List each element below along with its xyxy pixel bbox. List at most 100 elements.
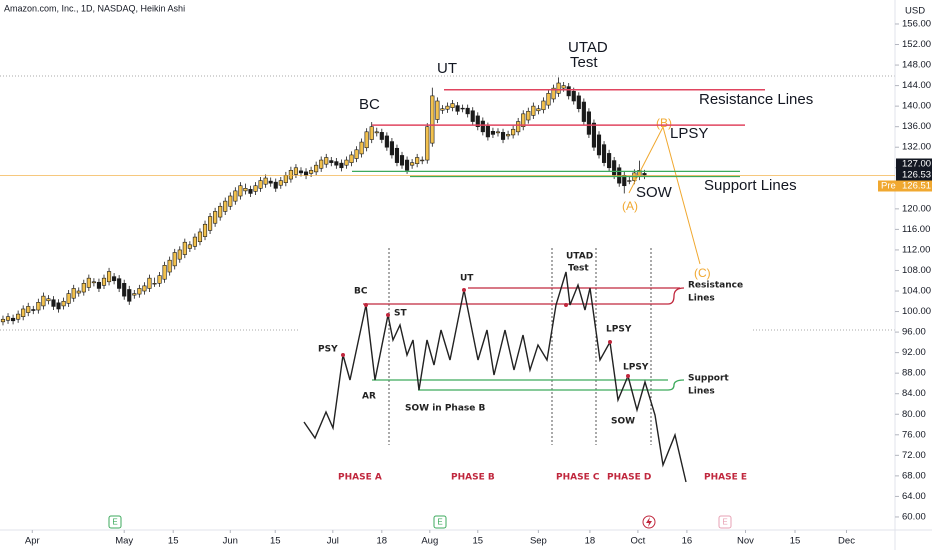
y-tick-label: 96.00	[902, 327, 926, 338]
candle-body	[536, 108, 541, 112]
candle-body	[601, 144, 607, 163]
candle-body	[470, 110, 475, 122]
x-tick-label: Sep	[530, 536, 547, 547]
currency: USD	[905, 6, 925, 17]
price-tag	[896, 169, 932, 181]
y-tick-label: 92.00	[902, 347, 926, 358]
point	[626, 374, 630, 378]
event-icon[interactable]	[433, 515, 447, 529]
candle-body	[404, 159, 410, 171]
candle-body	[465, 107, 470, 115]
candle-body	[399, 155, 405, 166]
label: UT	[460, 274, 474, 284]
candle-body	[430, 95, 435, 144]
candle-body	[303, 171, 309, 176]
y-tick-label: 68.00	[902, 470, 926, 481]
candle-body	[278, 180, 283, 186]
candle-body	[511, 128, 516, 136]
candle-body	[56, 302, 61, 310]
y-tick-label: 100.00	[902, 306, 931, 317]
candle-body	[273, 181, 278, 189]
plot-area	[0, 77, 647, 326]
candle-body	[344, 159, 349, 166]
schematic-path	[303, 271, 687, 483]
candle-body	[455, 105, 460, 112]
y-tick-label: 144.00	[902, 80, 931, 91]
event-icon[interactable]	[108, 515, 122, 529]
candle-body	[576, 95, 581, 110]
brace	[667, 379, 685, 391]
candle-body	[21, 308, 26, 317]
chart-title: Amazon.com, Inc., 1D, NASDAQ, Heikin Ash…	[4, 3, 185, 13]
candle-body	[531, 105, 536, 116]
candle-body	[480, 120, 485, 133]
point	[386, 313, 390, 317]
label: SOW in Phase B	[405, 404, 485, 414]
x-tick-label: 18	[377, 536, 388, 547]
candle-body	[112, 276, 117, 282]
y-tick-label: 136.00	[902, 121, 931, 132]
candle-body	[288, 170, 293, 180]
candle-body	[253, 185, 258, 192]
event-icon[interactable]	[718, 515, 732, 529]
x-tick-label: Apr	[25, 536, 40, 547]
dividend-icon[interactable]	[642, 515, 656, 529]
x-tick-label: Oct	[631, 536, 646, 547]
x-tick-label: 15	[168, 536, 179, 547]
label: Lines	[688, 387, 715, 397]
label: Resistance	[688, 281, 743, 291]
candle-body	[46, 298, 51, 302]
candle-body	[223, 200, 228, 212]
candle-body	[566, 86, 571, 97]
candle-body	[177, 249, 182, 260]
brace	[667, 287, 685, 305]
candle-body	[420, 159, 425, 162]
x-tick-label: Jul	[327, 536, 339, 547]
candle-body	[122, 283, 127, 297]
candle-body	[61, 300, 66, 307]
y-tick-label: 116.00	[902, 224, 930, 235]
candle-body	[132, 293, 137, 296]
wave-label: (A)	[622, 199, 638, 213]
phase-label: PHASE D	[607, 473, 651, 483]
label: LPSY	[606, 325, 632, 335]
candle-body	[591, 122, 597, 148]
annotation: LPSY	[670, 125, 708, 142]
label: BC	[354, 287, 368, 297]
wave-label: (B)	[656, 116, 672, 130]
point	[608, 340, 612, 344]
candle-body	[374, 131, 379, 134]
y-tick-label: 152.00	[902, 39, 931, 50]
y-tick-label: 84.00	[902, 388, 926, 399]
x-tick-label: Nov	[737, 536, 754, 547]
candle-body	[516, 121, 521, 133]
point	[564, 303, 568, 307]
candle-body	[0, 318, 6, 323]
candle-body	[435, 100, 440, 120]
candle-body	[415, 157, 420, 164]
candle-body	[202, 223, 208, 237]
candle-body	[506, 134, 511, 137]
candle-body	[324, 157, 329, 165]
candle-body	[167, 259, 172, 273]
annotation: UT	[437, 60, 457, 77]
wave-label: (C)	[694, 266, 711, 280]
y-tick-label: 88.00	[902, 368, 926, 379]
candle-body	[182, 241, 187, 255]
candle-body	[309, 170, 314, 174]
candle-body	[314, 164, 319, 173]
candle-body	[607, 153, 612, 169]
candle-body	[243, 188, 248, 192]
y-tick-label: 156.00	[902, 18, 931, 29]
candle-body	[187, 244, 192, 249]
candle-body	[283, 175, 288, 183]
event-label: E	[112, 518, 117, 527]
y-tick-label: 132.00	[902, 142, 931, 153]
candle-body	[410, 162, 415, 166]
candle-body	[379, 132, 384, 140]
candle-body	[106, 271, 112, 283]
candle-body	[334, 161, 339, 166]
annotation: BC	[359, 96, 380, 113]
candle-body	[581, 101, 586, 122]
